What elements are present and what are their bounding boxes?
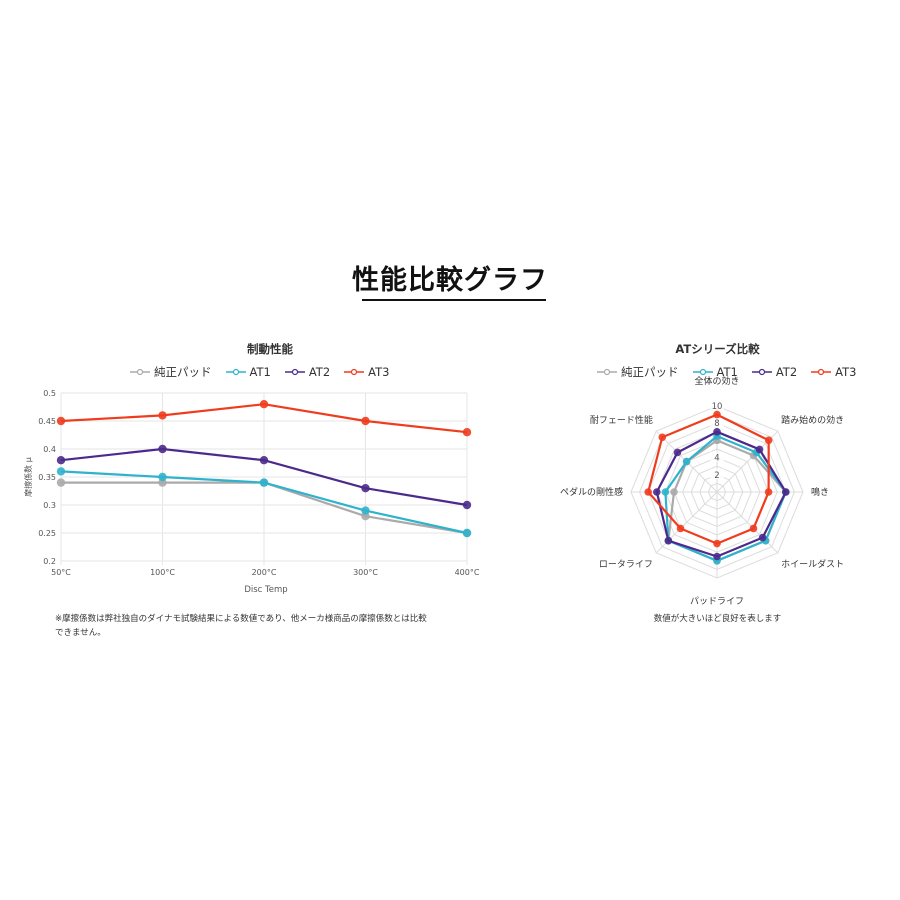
svg-text:0.35: 0.35 [38,473,56,482]
line-chart-legend: 純正パッド AT1 AT2 AT3 [130,364,389,380]
svg-text:0.5: 0.5 [43,389,56,398]
legend-label: 純正パッド [154,365,212,379]
legend-label: AT2 [775,365,798,379]
legend-line-marker-icon [130,368,150,376]
legend-item[interactable]: AT3 [344,365,389,379]
legend-line-marker-icon [225,368,246,376]
radar-chart-title: ATシリーズ比較 [675,342,760,356]
legend-item[interactable]: AT1 [225,365,271,379]
svg-text:400°C: 400°C [455,568,480,577]
radar-chart-note: 数値が大きいほど良好を表します [653,614,782,624]
line-chart-footnote: ※摩擦係数は弊社独自のダイナモ試験結果による数値であり、他メーカ様商品の摩擦係数… [55,612,475,640]
legend-label: AT1 [716,365,738,379]
legend-item[interactable]: AT2 [751,365,798,379]
svg-text:0.45: 0.45 [38,417,56,426]
svg-text:踏み始めの効き: 踏み始めの効き [781,414,844,426]
line-chart-title: 制動性能 [247,342,293,356]
legend-label: 純正パッド [621,365,679,379]
title-underline [362,299,546,301]
svg-text:4: 4 [714,454,719,464]
svg-text:パッドライフ: パッドライフ [690,596,744,607]
legend-label: AT3 [835,365,857,379]
svg-text:耐フェード性能: 耐フェード性能 [590,414,653,426]
svg-text:ロータライフ: ロータライフ [599,559,653,570]
svg-text:100°C: 100°C [150,568,175,577]
legend-label: AT3 [368,365,390,379]
svg-text:200°C: 200°C [252,568,277,577]
footnote-line-1: ※摩擦係数は弊社独自のダイナモ試験結果による数値であり、他メーカ様商品の摩擦係数… [55,614,427,624]
svg-text:鳴き: 鳴き [811,486,829,498]
svg-text:0.2: 0.2 [43,557,56,566]
svg-text:0.25: 0.25 [38,529,56,538]
legend-item[interactable]: AT1 [692,365,738,379]
svg-text:300°C: 300°C [353,568,378,577]
svg-text:6: 6 [714,436,719,446]
svg-text:ペダルの剛性感: ペダルの剛性感 [560,486,623,498]
legend-line-marker-icon [811,368,832,376]
legend-item[interactable]: AT2 [284,365,331,379]
svg-text:ホイールダスト: ホイールダスト [781,558,844,570]
svg-text:50°C: 50°C [51,568,71,577]
svg-text:0.3: 0.3 [43,501,56,510]
legend-label: AT2 [308,365,331,379]
svg-text:8: 8 [714,419,719,429]
legend-line-marker-icon [751,368,772,376]
radar-chart-legend: 純正パッド AT1 AT2 AT3 [597,364,856,380]
footnote-line-2: できません。 [55,628,106,638]
page-title: 性能比較グラフ [352,265,548,296]
legend-line-marker-icon [692,368,713,376]
svg-text:2: 2 [714,471,719,481]
legend-item[interactable]: AT3 [811,365,856,379]
legend-item[interactable]: 純正パッド [597,364,679,380]
svg-text:Disc Temp: Disc Temp [244,585,287,595]
legend-line-marker-icon [597,368,617,376]
svg-text:10: 10 [712,402,723,412]
legend-line-marker-icon [344,368,365,376]
svg-text:0.4: 0.4 [43,445,56,454]
legend-item[interactable]: 純正パッド [130,364,212,380]
svg-text:摩擦係数 μ: 摩擦係数 μ [23,457,33,497]
legend-label: AT1 [249,365,271,379]
legend-line-marker-icon [284,368,305,376]
